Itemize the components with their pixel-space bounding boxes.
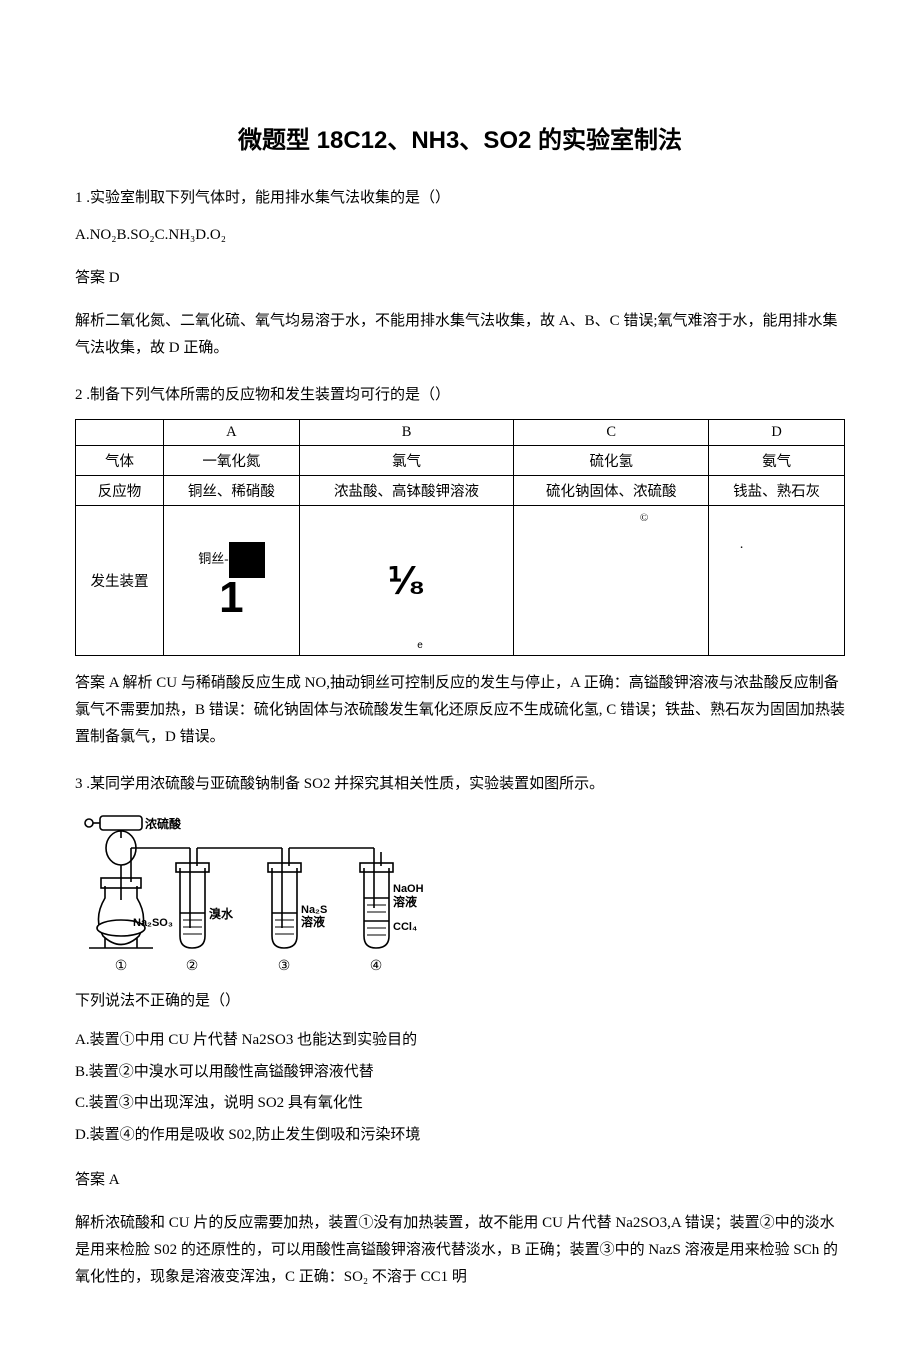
react-d: 钱盐、熟石灰 — [709, 476, 845, 506]
gas-b: 氯气 — [299, 446, 514, 476]
q3-opt-c: C.装置③中出现浑浊，说明 SO2 具有氧化性 — [75, 1095, 363, 1111]
q1-stem: 1 .实验室制取下列气体时，能用排水集气法收集的是（） — [75, 185, 845, 212]
q3-explanation: 解析浓硫酸和 CU 片的反应需要加热，装置①没有加热装置，故不能用 CU 片代替… — [75, 1210, 845, 1291]
dev-a-wire-label: 铜丝 — [198, 550, 224, 565]
document-page: 微题型 18C12、NH3、SO2 的实验室制法 1 .实验室制取下列气体时，能… — [0, 0, 920, 1361]
num-1: ① — [115, 959, 128, 974]
dev-b-sub: e — [417, 641, 423, 651]
q3-apparatus-diagram: 浓硫酸 Na₂SO₃ 溴水 Na₂S 溶液 NaOH 溶液 CCl₄ ① ② ③… — [75, 808, 845, 978]
dev-c-symbol: © — [640, 512, 648, 524]
dev-b-fraction: ⅟₈ — [388, 560, 425, 601]
head-a: A — [164, 420, 300, 446]
q3-opt-d: D.装置④的作用是吸收 S02,防止发生倒吸和污染环境 — [75, 1127, 420, 1143]
table-gas-row: 气体 一氧化氮 氯气 硫化氢 氨气 — [76, 446, 845, 476]
label-solution4: 溶液 — [393, 894, 417, 909]
q3-stem: 3 .某同学用浓硫酸与亚硫酸钠制备 SO2 并探究其相关性质，实验装置如图所示。 — [75, 771, 845, 798]
react-c: 硫化钠固体、浓硫酸 — [514, 476, 709, 506]
head-d: D — [709, 420, 845, 446]
q2-answer-explanation: 答案 A 解析 CU 与稀硝酸反应生成 NO,抽动铜丝可控制反应的发生与停止，A… — [75, 670, 845, 751]
label-conc-h2so4: 浓硫酸 — [145, 816, 182, 831]
q3-answer: 答案 A — [75, 1167, 845, 1194]
head-b: B — [299, 420, 514, 446]
dev-d-dot: · — [739, 541, 744, 556]
dev-a-cell: 铜丝- 1 — [164, 506, 300, 656]
table-reactant-row: 反应物 铜丝、稀硝酸 浓盐酸、高钵酸钾溶液 硫化钠固体、浓硫酸 钱盐、熟石灰 — [76, 476, 845, 506]
dev-a-digit: 1 — [170, 576, 293, 620]
q2-table: A B C D 气体 一氧化氮 氯气 硫化氢 氨气 反应物 铜丝、稀硝酸 浓盐酸… — [75, 419, 845, 656]
react-a: 铜丝、稀硝酸 — [164, 476, 300, 506]
q3-options: A.装置①中用 CU 片代替 Na2SO3 也能达到实验目的 B.装置②中溴水可… — [75, 1025, 845, 1151]
table-head-row: A B C D — [76, 420, 845, 446]
dev-b-cell: ⅟₈ e — [299, 506, 514, 656]
react-b: 浓盐酸、高钵酸钾溶液 — [299, 476, 514, 506]
page-title: 微题型 18C12、NH3、SO2 的实验室制法 — [75, 120, 845, 155]
gas-d: 氨气 — [709, 446, 845, 476]
gas-a: 一氧化氮 — [164, 446, 300, 476]
q2-stem: 2 .制备下列气体所需的反应物和发生装置均可行的是（） — [75, 382, 845, 409]
label-naoh: NaOH — [393, 883, 424, 895]
gas-c: 硫化氢 — [514, 446, 709, 476]
dev-c-cell: © — [514, 506, 709, 656]
q1-answer: 答案 D — [75, 265, 845, 292]
head-c: C — [514, 420, 709, 446]
q1-options: A.NO₂B.SO₂C.NH₃D.O₂ — [75, 222, 845, 249]
head-blank — [76, 420, 164, 446]
apparatus-svg-icon: 浓硫酸 Na₂SO₃ 溴水 Na₂S 溶液 NaOH 溶液 CCl₄ ① ② ③… — [75, 808, 445, 978]
q3-sub-stem: 下列说法不正确的是（） — [75, 988, 845, 1015]
gas-label: 气体 — [76, 446, 164, 476]
q3-opt-a: A.装置①中用 CU 片代替 Na2SO3 也能达到实验目的 — [75, 1032, 417, 1048]
table-device-row: 发生装置 铜丝- 1 ⅟₈ e © · — [76, 506, 845, 656]
label-ccl4: CCl₄ — [393, 921, 417, 933]
label-na2so3: Na₂SO₃ — [133, 917, 173, 929]
dev-label: 发生装置 — [76, 506, 164, 656]
label-br2-water: 溴水 — [209, 906, 234, 921]
q1-explanation: 解析二氧化氮、二氧化硫、氧气均易溶于水，不能用排水集气法收集，故 A、B、C 错… — [75, 308, 845, 362]
num-4: ④ — [370, 959, 383, 974]
dev-d-cell: · — [709, 506, 845, 656]
react-label: 反应物 — [76, 476, 164, 506]
num-3: ③ — [278, 959, 291, 974]
q3-opt-b: B.装置②中溴水可以用酸性高镒酸钾溶液代替 — [75, 1064, 374, 1080]
num-2: ② — [186, 959, 199, 974]
label-solution3: 溶液 — [301, 914, 325, 929]
